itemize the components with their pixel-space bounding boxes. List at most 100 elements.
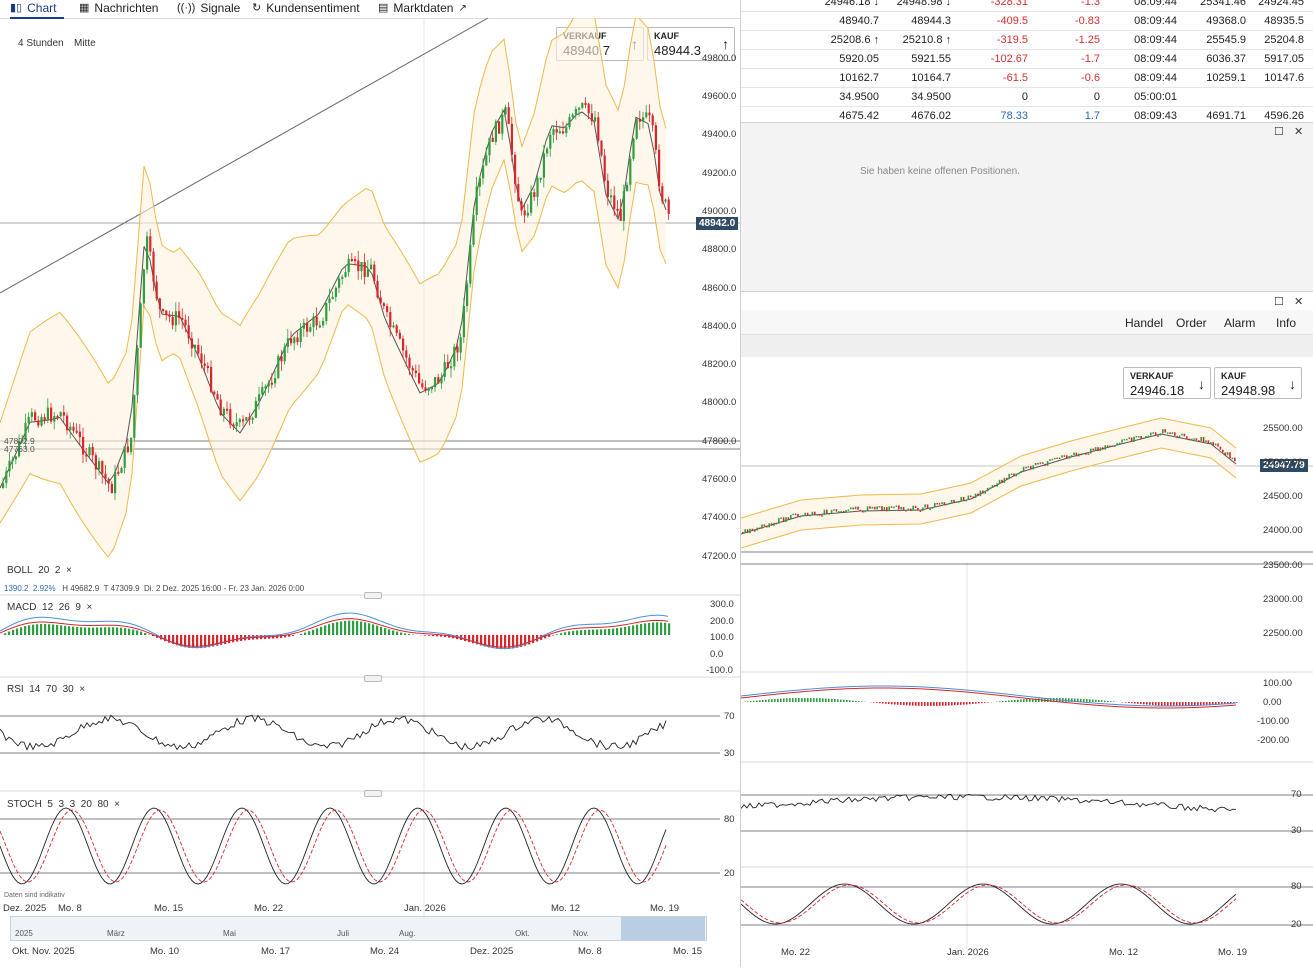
candle: [1109, 445, 1111, 447]
macd-histogram-bar: [1176, 702, 1178, 706]
candle: [807, 513, 809, 516]
macd-histogram-bar: [16, 629, 18, 635]
close-icon[interactable]: ×: [66, 565, 72, 576]
main-chart-svg[interactable]: [0, 18, 740, 967]
candle: [530, 192, 532, 213]
close-icon[interactable]: ✕: [1294, 125, 1303, 138]
candle: [848, 509, 850, 511]
candle: [1119, 443, 1121, 445]
macd-label[interactable]: MACD 12 26 9 ×: [7, 602, 92, 613]
candle: [306, 323, 308, 332]
tab-signals[interactable]: ((·))Signale: [177, 0, 240, 17]
candle: [28, 417, 30, 423]
macd-histogram-bar: [408, 634, 410, 635]
macd-histogram-bar: [336, 622, 338, 635]
candle: [1138, 436, 1140, 438]
candle: [450, 366, 452, 368]
macd-histogram-bar: [909, 702, 911, 705]
candle: [749, 529, 751, 533]
macd-histogram-bar: [656, 622, 658, 635]
candle: [12, 459, 14, 461]
calendar-icon: ▤: [378, 1, 388, 16]
panel-resize-handle[interactable]: [364, 790, 382, 797]
macd-histogram-bar: [966, 702, 968, 704]
candle: [636, 119, 638, 139]
candle: [255, 401, 257, 418]
x-axis-label: Mo. 12: [1109, 947, 1138, 958]
candle: [287, 338, 289, 347]
macd-histogram-bar: [1068, 698, 1070, 702]
candle: [152, 252, 154, 282]
table-cell: -0.83: [1075, 15, 1100, 27]
navigator-selection[interactable]: [621, 917, 705, 940]
candle: [1092, 449, 1094, 451]
close-icon[interactable]: ×: [114, 799, 120, 810]
second-chart-svg[interactable]: [741, 292, 1313, 968]
close-icon[interactable]: ×: [79, 684, 85, 695]
y-axis-label: 48800.0: [702, 244, 736, 255]
rsi-label[interactable]: RSI 14 70 30 ×: [7, 684, 85, 695]
macd-histogram-bar: [885, 702, 887, 704]
hline-label-b: 47763.0: [4, 444, 35, 454]
candle: [652, 115, 654, 125]
macd-histogram-bar: [882, 702, 884, 703]
candle: [980, 491, 982, 497]
y-axis-label: 24000.00: [1263, 525, 1303, 536]
table-cell: 0: [1022, 91, 1028, 103]
candle: [1152, 432, 1154, 434]
macd-histogram-bar: [972, 702, 974, 704]
candle: [380, 297, 382, 303]
macd-histogram-bar: [588, 630, 590, 635]
macd-histogram-bar: [236, 635, 238, 642]
macd-histogram-bar: [825, 699, 827, 702]
bottom-axis-label: Mo. 17: [261, 946, 290, 957]
table-cell: 5917.05: [1264, 53, 1304, 65]
tab-chart[interactable]: ▮▯Chart: [10, 0, 64, 19]
candle: [376, 281, 378, 297]
candle: [392, 325, 394, 327]
macd-histogram-bar: [762, 700, 764, 702]
stoch-label[interactable]: STOCH 5 3 3 20 80 ×: [7, 799, 120, 810]
candle: [792, 514, 794, 516]
close-icon[interactable]: ×: [87, 602, 93, 613]
panel-resize-handle[interactable]: [364, 592, 382, 599]
candle: [797, 514, 799, 517]
candle: [1001, 480, 1003, 483]
candle: [613, 195, 615, 209]
macd-histogram-bar: [576, 630, 578, 635]
maximize-icon[interactable]: ☐: [1274, 125, 1284, 138]
boll-label[interactable]: BOLL 20 2 ×: [7, 565, 72, 576]
candle: [1234, 458, 1236, 462]
candle: [216, 394, 218, 399]
candle: [408, 358, 410, 368]
candle: [485, 155, 487, 165]
macd-histogram-bar: [64, 626, 66, 635]
candle: [843, 511, 845, 513]
candle: [405, 350, 407, 357]
candle: [661, 186, 663, 201]
candle: [296, 337, 298, 342]
table-cell: -61.5: [1003, 72, 1028, 84]
candle: [1104, 445, 1106, 449]
candle: [756, 528, 758, 531]
tab-market-data[interactable]: ▤Marktdaten↗: [378, 0, 467, 17]
macd-histogram-bar: [300, 634, 302, 635]
macd-histogram-bar: [936, 702, 938, 706]
macd-histogram-bar: [1236, 702, 1238, 703]
tab-news[interactable]: ▦Nachrichten: [79, 0, 158, 17]
candle: [944, 502, 946, 505]
candle: [915, 506, 917, 508]
panel-resize-handle[interactable]: [364, 675, 382, 682]
x-axis-label: Mo. 19: [1218, 947, 1247, 958]
table-cell: 34.9500: [911, 91, 951, 103]
tab-sentiment[interactable]: ↻Kundensentiment: [252, 0, 360, 17]
candle: [213, 392, 215, 394]
macd-histogram-bar: [44, 624, 46, 635]
